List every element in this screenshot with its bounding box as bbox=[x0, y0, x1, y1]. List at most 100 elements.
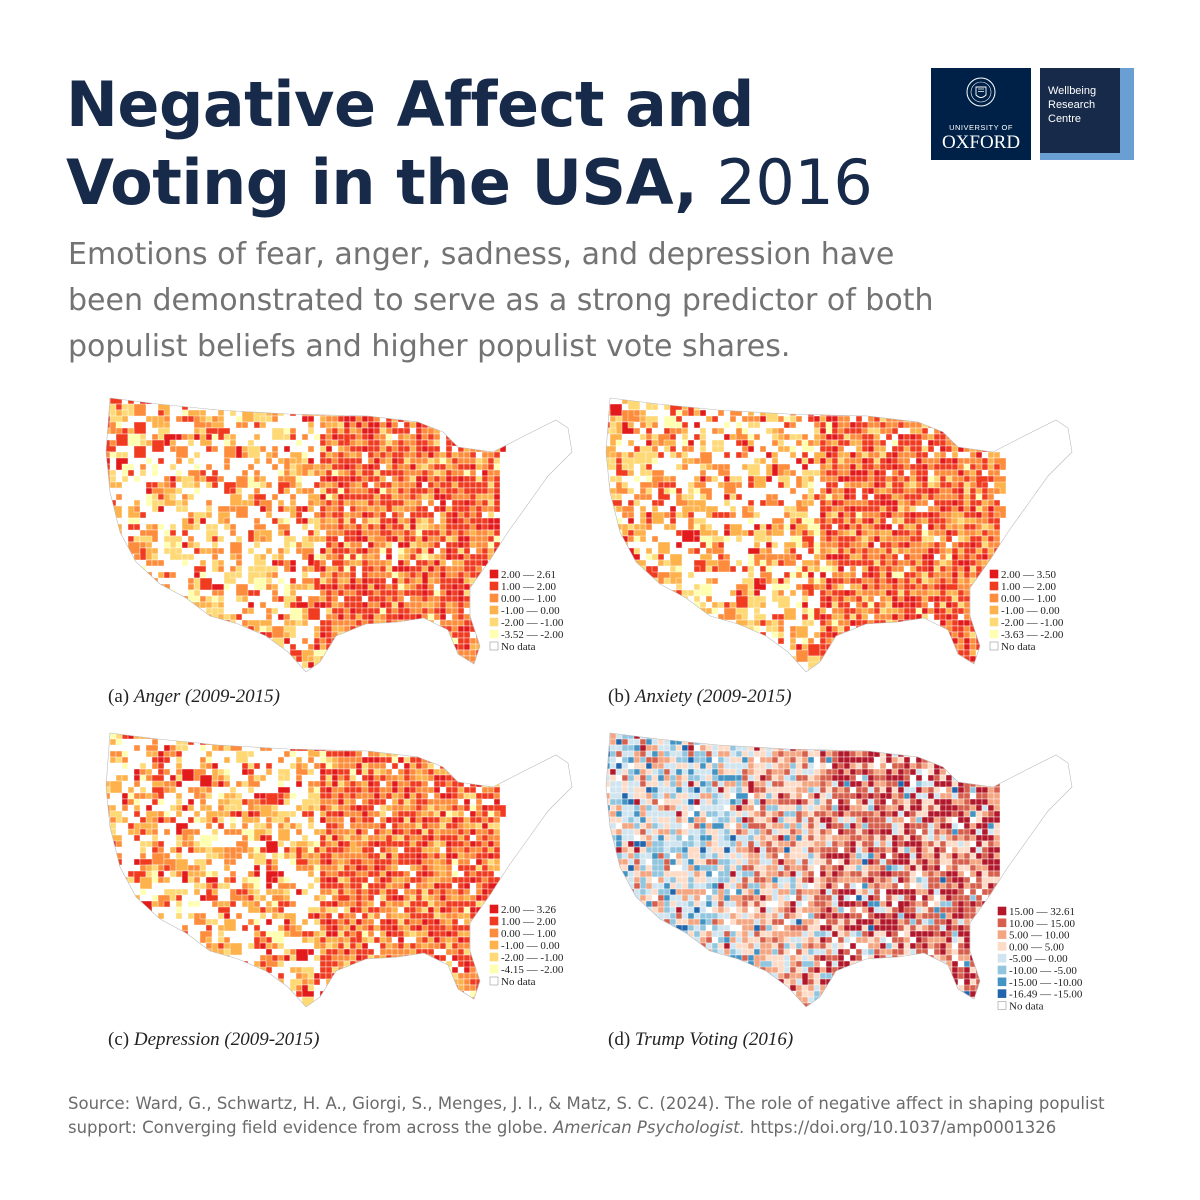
map-legend: 2.00 — 3.501.00 — 2.000.00 — 1.00-1.00 —… bbox=[989, 569, 1064, 653]
legend-swatch bbox=[997, 942, 1007, 951]
legend-swatch bbox=[989, 593, 999, 603]
county-mosaic bbox=[106, 733, 507, 1007]
source-citation: Source: Ward, G., Schwartz, H. A., Giorg… bbox=[68, 1092, 1148, 1140]
source-journal: American Psychologist. bbox=[553, 1118, 745, 1137]
county-mosaic bbox=[106, 398, 507, 672]
legend-label: 5.00 — 10.00 bbox=[1009, 930, 1070, 942]
oxford-logo: UNIVERSITY OF OXFORD bbox=[931, 68, 1031, 160]
page-subtitle: Emotions of fear, anger, sadness, and de… bbox=[68, 237, 934, 364]
caption-depression: (c) Depression (2009-2015) bbox=[108, 1029, 319, 1051]
legend-label: -1.00 — 0.00 bbox=[501, 605, 560, 617]
legend-label: -1.00 — 0.00 bbox=[1001, 605, 1060, 617]
legend-swatch bbox=[489, 593, 499, 603]
legend-swatch bbox=[989, 569, 999, 579]
legend-label: -10.00 — -5.00 bbox=[1009, 965, 1077, 977]
county-mosaic bbox=[606, 398, 1007, 672]
legend-swatch bbox=[989, 605, 999, 615]
legend-label: 15.00 — 32.61 bbox=[1009, 906, 1075, 918]
legend-swatch bbox=[489, 641, 499, 651]
map-panel-anxiety: 2.00 — 3.50 1.00 — 2.00 0.00 — 1.00 -1.00 —… bbox=[598, 392, 1098, 677]
caption-text-a: Anger (2009-2015) bbox=[133, 686, 281, 707]
oxford-university-text: UNIVERSITY OF bbox=[949, 123, 1013, 132]
legend-label: -2.00 — -1.00 bbox=[501, 952, 564, 964]
legend-label: -16.49 — -15.00 bbox=[1009, 989, 1083, 1001]
map-panel-trump-voting: 15.00 — 32.61 10.00 — 15.00 5.00 — 10.00 0.… bbox=[598, 727, 1098, 1022]
wellbeing-line-1: Wellbeing bbox=[1048, 85, 1097, 97]
legend-swatch bbox=[997, 918, 1007, 928]
map-panel-anger: 2.00 — 2.61 1.00 — 2.00 0.00 — 1.00 -1.00 —… bbox=[98, 392, 598, 677]
legend-swatch bbox=[489, 605, 499, 615]
legend-label: No data bbox=[1009, 1000, 1044, 1012]
us-outline bbox=[605, 397, 1073, 673]
legend-label: -5.00 — 0.00 bbox=[1009, 953, 1068, 965]
legend-swatch bbox=[997, 906, 1007, 916]
legend-swatch bbox=[997, 953, 1007, 963]
legend-swatch bbox=[997, 977, 1007, 987]
anger-choropleth-map: 2.00 — 2.611.00 — 2.000.00 — 1.00-1.00 —… bbox=[105, 397, 573, 673]
legend-label: -15.00 — -10.00 bbox=[1009, 977, 1083, 989]
caption-label-a: (a) bbox=[108, 686, 130, 707]
anxiety-choropleth-map: 2.00 — 3.501.00 — 2.000.00 — 1.00-1.00 —… bbox=[605, 397, 1073, 673]
county-mosaic bbox=[606, 733, 1001, 1007]
depression-choropleth-map: 2.00 — 3.261.00 — 2.000.00 — 1.00-1.00 —… bbox=[105, 732, 573, 1008]
legend-swatch bbox=[489, 928, 499, 938]
source-text: Source: Ward, G., Schwartz, H. A., Giorg… bbox=[68, 1094, 1105, 1137]
legend-label: -3.52 — -2.00 bbox=[501, 629, 564, 641]
legend-swatch bbox=[489, 916, 499, 926]
legend-label: -2.00 — -1.00 bbox=[1001, 617, 1064, 629]
legend-label: No data bbox=[501, 641, 536, 653]
legend-swatch bbox=[997, 989, 1007, 998]
legend-label: No data bbox=[1001, 641, 1036, 653]
legend-label: 1.00 — 2.00 bbox=[501, 581, 557, 593]
caption-anxiety: (b) Anxiety (2009-2015) bbox=[608, 686, 792, 708]
source-doi-link[interactable]: https://doi.org/10.1037/amp0001326 bbox=[744, 1118, 1057, 1137]
legend-label: -1.00 — 0.00 bbox=[501, 940, 560, 952]
caption-text-b: Anxiety (2009-2015) bbox=[634, 686, 792, 707]
wellbeing-centre-logo: Wellbeing Research Centre bbox=[1040, 68, 1134, 160]
map-legend: 2.00 — 3.261.00 — 2.000.00 — 1.00-1.00 —… bbox=[489, 904, 564, 988]
caption-anger: (a) Anger (2009-2015) bbox=[108, 686, 280, 708]
legend-label: 0.00 — 1.00 bbox=[501, 928, 557, 940]
caption-text-d: Trump Voting (2016) bbox=[634, 1029, 794, 1050]
title-line-1: Negative Affect and bbox=[66, 68, 754, 141]
legend-swatch bbox=[489, 629, 499, 639]
legend-swatch bbox=[489, 617, 499, 627]
legend-label: -3.63 — -2.00 bbox=[1001, 629, 1064, 641]
legend-swatch bbox=[997, 1001, 1007, 1010]
legend-swatch bbox=[489, 940, 499, 950]
caption-trump-voting: (d) Trump Voting (2016) bbox=[608, 1029, 793, 1051]
legend-swatch bbox=[997, 965, 1007, 975]
legend-label: -2.00 — -1.00 bbox=[501, 617, 564, 629]
legend-swatch bbox=[989, 581, 999, 591]
legend-label: 2.00 — 3.50 bbox=[1001, 569, 1057, 581]
caption-text-c: Depression (2009-2015) bbox=[133, 1029, 320, 1050]
us-outline bbox=[105, 732, 573, 1008]
legend-swatch bbox=[989, 617, 999, 627]
legend-label: 2.00 — 3.26 bbox=[501, 904, 557, 916]
map-legend: 2.00 — 2.611.00 — 2.000.00 — 1.00-1.00 —… bbox=[489, 569, 564, 653]
wellbeing-line-2: Research bbox=[1048, 99, 1096, 111]
caption-label-c: (c) bbox=[108, 1029, 130, 1050]
legend-swatch bbox=[489, 569, 499, 579]
wellbeing-line-3: Centre bbox=[1048, 113, 1082, 125]
legend-label: -4.15 — -2.00 bbox=[501, 964, 564, 976]
legend-swatch bbox=[989, 641, 999, 651]
caption-label-d: (d) bbox=[608, 1029, 631, 1050]
page-title: Negative Affect and Voting in the USA, 2… bbox=[66, 66, 873, 222]
title-year: 2016 bbox=[697, 146, 873, 219]
legend-label: 0.00 — 1.00 bbox=[1001, 593, 1057, 605]
legend-swatch bbox=[489, 952, 499, 962]
oxford-name-text: OXFORD bbox=[941, 132, 1021, 153]
us-outline bbox=[605, 732, 1073, 1008]
us-outline bbox=[105, 397, 573, 673]
legend-label: 0.00 — 1.00 bbox=[501, 593, 557, 605]
caption-label-b: (b) bbox=[608, 686, 631, 707]
oxford-crest-icon bbox=[966, 77, 996, 107]
legend-label: 1.00 — 2.00 bbox=[1001, 581, 1057, 593]
map-panel-depression: 2.00 — 3.26 1.00 — 2.00 0.00 — 1.00 -1.00 —… bbox=[98, 727, 598, 1012]
legend-label: 0.00 — 5.00 bbox=[1009, 941, 1065, 953]
legend-label: 10.00 — 15.00 bbox=[1009, 918, 1076, 930]
legend-swatch bbox=[989, 629, 999, 639]
